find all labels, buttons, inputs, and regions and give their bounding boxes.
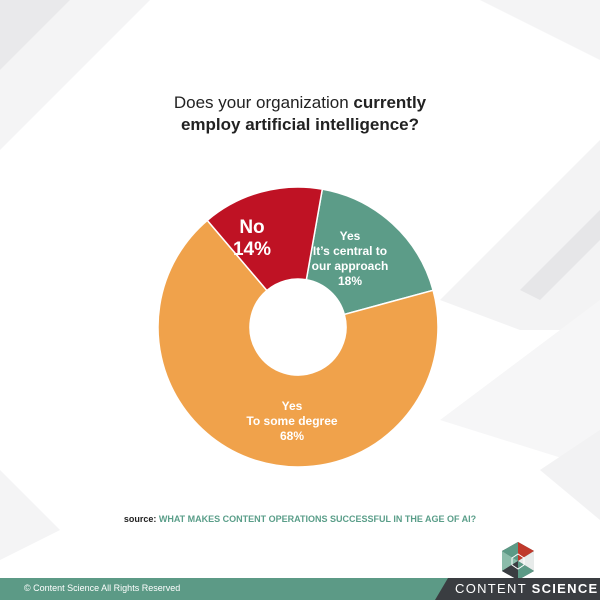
donut-slice [305, 188, 435, 316]
slice-category-label: No [239, 217, 264, 238]
source-label: source: [123, 514, 157, 524]
slice-value-label: 14% [233, 239, 271, 260]
slice-value-label: 68% [280, 429, 304, 443]
chart-title: Does your organization currently employ … [0, 92, 600, 136]
slice-category-label: It’s central to [313, 244, 387, 258]
slice-value-label: 18% [338, 274, 362, 288]
slice-category-label: Yes [282, 399, 303, 413]
slice-category-label: our approach [312, 259, 389, 273]
slice-category-label: Yes [340, 229, 361, 243]
slice-category-label: To some degree [246, 414, 337, 428]
source-link[interactable]: What makes content operations successful… [158, 514, 477, 524]
donut-slice [206, 186, 324, 292]
brand-light: CONTENT [455, 581, 532, 596]
title-line1-plain: Does your organization [173, 93, 354, 112]
source-note: source: What makes content operations su… [0, 514, 600, 524]
content-science-logo-icon [502, 542, 534, 580]
brand-wordmark: CONTENT SCIENCE [455, 581, 599, 596]
title-line2-bold: employ artificial intelligence? [180, 115, 420, 134]
footer-green-band [0, 578, 448, 600]
copyright-text: © Content Science All Rights Reserved [24, 583, 181, 593]
title-line1-bold: currently [353, 93, 427, 112]
footer-bar: © Content Science All Rights Reserved CO… [0, 578, 600, 600]
footer-dark-band [435, 578, 600, 600]
brand-bold: SCIENCE [531, 581, 599, 596]
donut-slice [157, 219, 439, 468]
